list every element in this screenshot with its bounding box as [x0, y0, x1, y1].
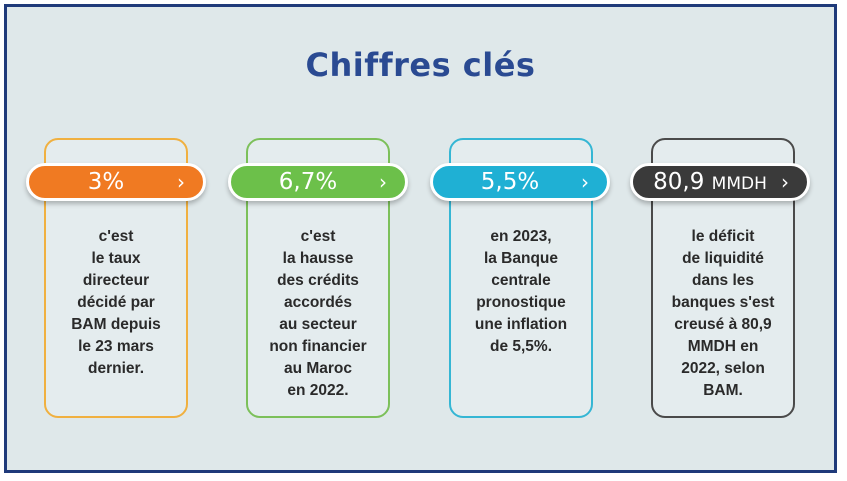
card-3-line: une inflation — [474, 316, 568, 333]
card-4-line: de liquidité — [682, 250, 764, 267]
card-4-line: MMDH en — [687, 338, 759, 355]
card-3-line: centrale — [491, 272, 551, 289]
page-title: Chiffres clés — [305, 46, 536, 84]
card-4-line: 2022, selon — [681, 360, 765, 377]
card-2-value: 6,7% — [278, 169, 338, 195]
card-4-line: BAM. — [703, 382, 743, 399]
card-1-line: le taux — [91, 250, 141, 267]
card-1-description: c'est le taux directeur décidé par BAM d… — [44, 226, 188, 380]
card-1-value-pill: 3% › — [26, 163, 206, 201]
card-1-line: décidé par — [77, 294, 155, 311]
card-2-line: c'est — [300, 228, 336, 245]
card-3-line: de 5,5%. — [489, 338, 553, 355]
card-1-line: le 23 mars — [78, 338, 154, 355]
card-2-line: non financier — [269, 338, 367, 355]
card-2-line: en 2022. — [287, 382, 349, 399]
card-3-description: en 2023, la Banque centrale pronostique … — [449, 226, 593, 358]
card-4-description: le déficit de liquidité dans les banques… — [651, 226, 795, 402]
chevron-right-icon: › — [581, 170, 589, 194]
card-3-line: la Banque — [483, 250, 559, 267]
card-4-value: 80,9 MMDH — [633, 169, 781, 195]
card-4-number: 80,9 — [653, 169, 705, 195]
chevron-right-icon: › — [177, 170, 185, 194]
chevron-right-icon: › — [379, 170, 387, 194]
card-3-value-pill: 5,5% › — [430, 163, 610, 201]
card-1-line: dernier. — [88, 360, 144, 377]
card-4-line: le déficit — [691, 228, 755, 245]
card-3-line: pronostique — [476, 294, 566, 311]
card-1-value: 3% — [87, 169, 125, 195]
card-4-line: dans les — [691, 272, 755, 289]
card-3-line: en 2023, — [490, 228, 552, 245]
card-1-line: directeur — [82, 272, 150, 289]
chevron-right-icon: › — [781, 170, 789, 194]
card-2-description: c'est la hausse des crédits accordés au … — [246, 226, 390, 402]
card-4-line: creusé à 80,9 — [674, 316, 772, 333]
card-1-line: BAM depuis — [71, 316, 161, 333]
card-2-line: des crédits — [277, 272, 359, 289]
card-2-line: la hausse — [282, 250, 354, 267]
card-2-line: accordés — [283, 294, 353, 311]
card-2-value-pill: 6,7% › — [228, 163, 408, 201]
card-2-line: au secteur — [279, 316, 357, 333]
card-1-line: c'est — [98, 228, 134, 245]
card-4-line: banques s'est — [671, 294, 775, 311]
card-3-value: 5,5% — [480, 169, 540, 195]
card-2-line: au Maroc — [283, 360, 353, 377]
card-4-unit: MMDH — [711, 174, 767, 194]
card-4-value-pill: 80,9 MMDH › — [630, 163, 810, 201]
